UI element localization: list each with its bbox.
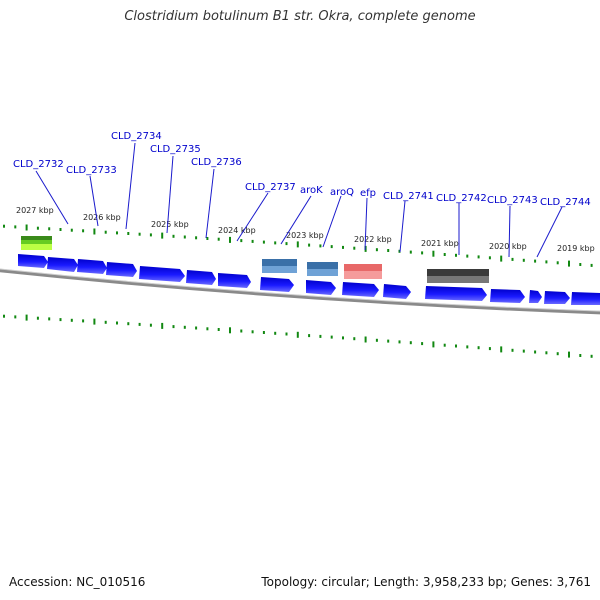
- position-label-2023: 2023 kbp: [286, 231, 324, 240]
- cds-arrow-aroQ[interactable]: [306, 280, 336, 295]
- cds-arrow-CLD_2744[interactable]: [544, 291, 570, 304]
- genome-backbone: [0, 268, 600, 315]
- cds-arrow-CLD_2735[interactable]: [106, 262, 137, 277]
- steelblue-feature-bar-1-light: [262, 266, 297, 273]
- cds-arrow-CLD_2733[interactable]: [47, 257, 78, 272]
- gene-label-CLD_2742[interactable]: CLD_2742: [436, 193, 487, 204]
- cds-arrow-aroK[interactable]: [260, 277, 294, 292]
- gene-labels: CLD_2732 CLD_2733 CLD_2734 CLD_2735 CLD_…: [13, 131, 591, 208]
- leader-line-CLD_2732: [35, 170, 69, 225]
- position-label-2020: 2020 kbp: [489, 242, 527, 251]
- gene-label-CLD_2736[interactable]: CLD_2736: [191, 157, 242, 168]
- gene-label-CLD_2737[interactable]: CLD_2737: [245, 182, 296, 193]
- position-labels: 2027 kbp 2026 kbp 2025 kbp 2024 kbp 2023…: [16, 206, 595, 253]
- position-label-2026: 2026 kbp: [83, 213, 121, 222]
- leader-line-aroK: [280, 195, 312, 245]
- footer-summary: Topology: circular; Length: 3,958,233 bp…: [261, 575, 591, 589]
- position-label-2027: 2027 kbp: [16, 206, 54, 215]
- leader-line-CLD_2734: [125, 142, 136, 230]
- gene-label-CLD_2744[interactable]: CLD_2744: [540, 197, 591, 208]
- position-label-2025: 2025 kbp: [151, 220, 189, 229]
- gene-label-aroQ[interactable]: aroQ: [330, 187, 354, 198]
- position-label-2024: 2024 kbp: [218, 226, 256, 235]
- cds-arrow-CLD_2736[interactable]: [139, 266, 185, 282]
- footer-accession: Accession: NC_010516: [9, 575, 146, 589]
- steelblue-feature-bar-2-light: [307, 269, 338, 276]
- steelblue-feature-bar-1[interactable]: [262, 259, 297, 266]
- cds-arrow-CLD_2743[interactable]: [490, 289, 525, 303]
- leader-line-CLD_2735: [166, 155, 174, 234]
- gene-label-CLD_2733[interactable]: CLD_2733: [66, 165, 117, 176]
- leader-line-aroQ: [322, 195, 342, 248]
- cds-arrow-CLD_2745[interactable]: [571, 292, 600, 305]
- leader-line-CLD_2736: [205, 168, 215, 239]
- gene-label-CLD_2741[interactable]: CLD_2741: [383, 191, 434, 202]
- feature-bars: [21, 236, 489, 283]
- cds-arrow-CLD_2732[interactable]: [18, 254, 48, 268]
- gene-label-efp[interactable]: efp: [360, 188, 376, 199]
- cds-arrow-CLD_2737[interactable]: [218, 273, 251, 288]
- cds-track: [18, 254, 600, 305]
- genome-backbone-highlight: [0, 268, 600, 312]
- gene-label-CLD_2734[interactable]: CLD_2734: [111, 131, 162, 142]
- green-feature-bar[interactable]: [21, 236, 52, 240]
- position-label-2019: 2019 kbp: [557, 244, 595, 253]
- steelblue-feature-bar-2[interactable]: [307, 262, 338, 269]
- cds-arrow-efp[interactable]: [342, 282, 379, 297]
- salmon-feature-bar-light: [344, 271, 382, 279]
- page-title: Clostridium botulinum B1 str. Okra, comp…: [124, 9, 476, 24]
- green-feature-bar-mid: [21, 240, 52, 244]
- inner-ruler: [3, 314, 593, 358]
- outer-ruler: [3, 224, 593, 267]
- green-feature-bar-light: [21, 244, 52, 250]
- gene-label-CLD_2735[interactable]: CLD_2735: [150, 144, 201, 155]
- gene-label-CLD_2732[interactable]: CLD_2732: [13, 159, 64, 170]
- leader-line-CLD_2733: [89, 175, 99, 227]
- cds-arrow-CLD_2736b[interactable]: [186, 270, 216, 285]
- leader-line-CLD_2737: [236, 192, 269, 242]
- label-leader-lines: [35, 142, 563, 258]
- cds-arrow-CLD_2734[interactable]: [77, 259, 107, 274]
- gene-label-CLD_2743[interactable]: CLD_2743: [487, 195, 538, 206]
- leader-line-efp: [364, 197, 368, 251]
- cds-arrow-CLD_2741[interactable]: [383, 284, 411, 299]
- cds-arrow-CLD_2742[interactable]: [425, 286, 487, 301]
- grey-feature-bar[interactable]: [427, 269, 489, 276]
- leader-line-CLD_2744: [536, 206, 563, 258]
- grey-feature-bar-light: [427, 276, 489, 283]
- leader-line-CLD_2743: [508, 205, 511, 258]
- salmon-feature-bar[interactable]: [344, 264, 382, 271]
- cds-arrow-CLD_2743b[interactable]: [529, 290, 542, 303]
- position-label-2022: 2022 kbp: [354, 235, 392, 244]
- position-label-2021: 2021 kbp: [421, 239, 459, 248]
- leader-line-CLD_2741: [399, 200, 406, 253]
- gene-label-aroK[interactable]: aroK: [300, 185, 323, 196]
